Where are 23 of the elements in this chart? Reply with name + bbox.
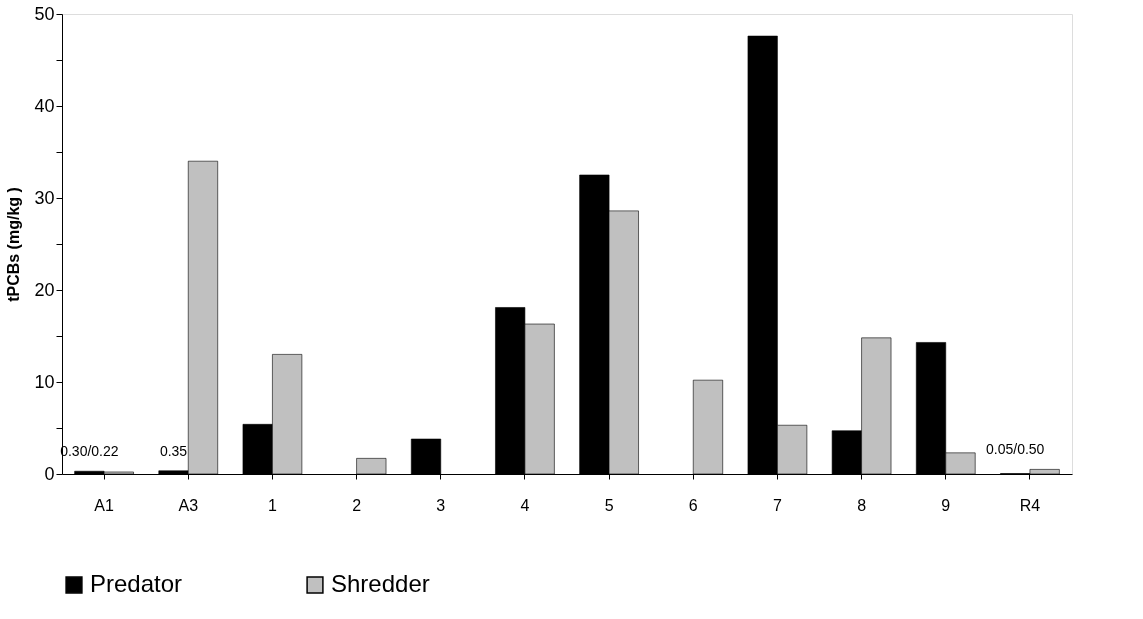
y-tick-label: 10 bbox=[34, 371, 55, 392]
y-tick-label: 40 bbox=[34, 95, 55, 116]
y-tick-label: 20 bbox=[34, 279, 55, 300]
x-tick-label: A3 bbox=[178, 496, 199, 514]
x-tick-label: A1 bbox=[94, 496, 114, 514]
x-tick-label: 6 bbox=[688, 496, 698, 514]
x-tick-label: 4 bbox=[520, 496, 530, 514]
x-tick-label: 2 bbox=[352, 496, 362, 514]
x-tick-label: R4 bbox=[1019, 496, 1041, 514]
annotation: 0.05/0.50 bbox=[985, 441, 1045, 458]
x-tick-label: 3 bbox=[436, 496, 446, 514]
x-tick-label: 1 bbox=[267, 496, 277, 514]
x-tick-label: 5 bbox=[604, 496, 614, 514]
annotation: 0.35 bbox=[159, 442, 188, 459]
y-axis-title: tPCBs (mg/kg ) bbox=[5, 187, 23, 302]
x-tick-label: 9 bbox=[941, 496, 951, 514]
x-tick-label: 8 bbox=[857, 496, 867, 514]
x-tick-label: 7 bbox=[772, 496, 782, 514]
y-tick-label: 0 bbox=[44, 463, 55, 484]
legend-label: Shredder bbox=[331, 570, 430, 597]
legend-label: Predator bbox=[90, 570, 183, 597]
y-tick-label: 50 bbox=[34, 3, 55, 24]
y-tick-label: 30 bbox=[34, 187, 55, 208]
